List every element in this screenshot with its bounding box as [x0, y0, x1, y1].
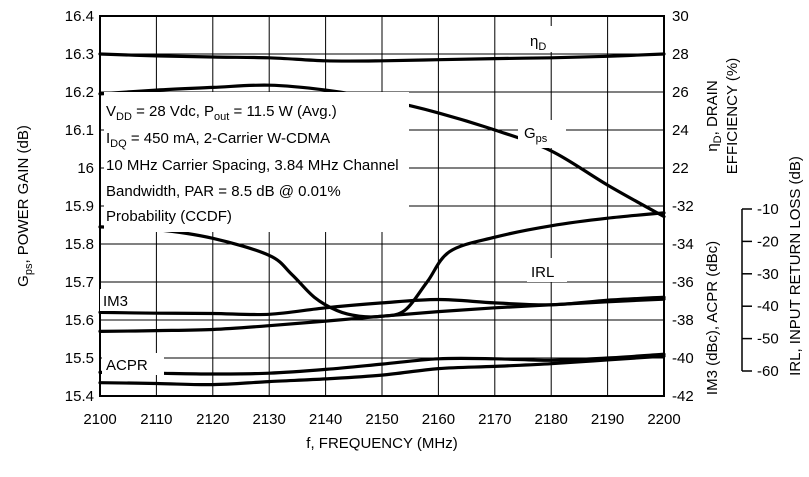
- x-tick-label: 2100: [83, 411, 116, 428]
- left-tick-label: 16: [77, 160, 94, 177]
- x-tick-label: 2130: [253, 411, 286, 428]
- irl-tick-label: -30: [757, 266, 779, 283]
- annotation-background: [104, 92, 409, 232]
- series-labels: ηD Gps IRL IM3 ACPR: [100, 26, 572, 375]
- left-tick-label: 15.8: [65, 236, 94, 253]
- irl-tick-label: -40: [757, 298, 779, 315]
- right-tick-label: -42: [672, 388, 694, 405]
- right-tick-label: -32: [672, 198, 694, 215]
- annotation-line-2: IDQ = 450 mA, 2-Carrier W-CDMA: [106, 130, 330, 150]
- annotation-line-3: 10 MHz Carrier Spacing, 3.84 MHz Channel: [106, 157, 399, 174]
- right-tick-label: 26: [672, 84, 689, 101]
- right-axis-title-im3-acpr: IM3 (dBc), ACPR (dBc): [704, 241, 721, 395]
- right-tick-label: -34: [672, 236, 694, 253]
- right-axis-title-efficiency-2: EFFICIENCY (%): [724, 58, 741, 174]
- left-tick-label: 16.3: [65, 46, 94, 63]
- label-acpr: ACPR: [106, 357, 148, 374]
- label-irl: IRL: [531, 264, 554, 281]
- acpr-upper-curve: [98, 352, 666, 376]
- x-tick-label: 2170: [478, 411, 511, 428]
- annotation-line-5: Probability (CCDF): [106, 208, 232, 225]
- label-drain-efficiency: ηD: [530, 33, 546, 53]
- x-tick-label: 2160: [422, 411, 455, 428]
- right-tick-label: -38: [672, 312, 694, 329]
- x-tick-label: 2140: [309, 411, 342, 428]
- acpr-lower-curve: [98, 354, 666, 387]
- condition-annotation: VDD = 28 Vdc, Pout = 11.5 W (Avg.) IDQ =…: [104, 92, 409, 232]
- left-tick-label: 15.7: [65, 274, 94, 291]
- right-axis-title-efficiency-1: ηD, DRAIN: [704, 80, 724, 151]
- x-tick-label: 2120: [196, 411, 229, 428]
- left-tick-label: 15.5: [65, 350, 94, 367]
- right-tick-label: 24: [672, 122, 689, 139]
- right-tick-label: 30: [672, 8, 689, 25]
- left-tick-label: 16.2: [65, 84, 94, 101]
- left-axis-title: Gps, POWER GAIN (dB): [15, 125, 35, 287]
- left-tick-label: 15.4: [65, 388, 94, 405]
- left-tick-label: 16.4: [65, 8, 94, 25]
- left-tick-label: 16.1: [65, 122, 94, 139]
- right-tick-label: 28: [672, 46, 689, 63]
- right-tick-label: -36: [672, 274, 694, 291]
- plot-frame: [99, 15, 665, 397]
- drain-efficiency-curve: [98, 52, 666, 63]
- left-tick-label: 15.9: [65, 198, 94, 215]
- x-tick-label: 2110: [140, 411, 172, 428]
- label-power-gain: Gps: [524, 125, 548, 145]
- x-axis-title: f, FREQUENCY (MHz): [306, 435, 457, 452]
- irl-axis: -10 -20 -30 -40 -50 -60: [741, 201, 779, 380]
- label-im3: IM3: [103, 293, 128, 310]
- irl-tick-label: -10: [757, 201, 779, 218]
- right-tick-label: -40: [672, 350, 694, 367]
- right-tick-label: 22: [672, 160, 689, 177]
- irl-tick-label: -60: [757, 363, 779, 380]
- im3-lower-curve: [98, 297, 666, 333]
- right-axis-title-irl: IRL, INPUT RETURN LOSS (dB): [787, 156, 804, 376]
- tick-labels: 2100 2110 2120 2130 2140 2150 2160 2170 2180 2190…: [65, 8, 694, 428]
- annotation-line-4: Bandwidth, PAR = 8.5 dB @ 0.01%: [106, 183, 341, 200]
- x-tick-label: 2150: [365, 411, 398, 428]
- x-tick-label: 2190: [591, 411, 624, 428]
- x-tick-label: 2180: [535, 411, 568, 428]
- irl-tick-label: -50: [757, 331, 779, 348]
- left-tick-label: 15.6: [65, 312, 94, 329]
- x-tick-label: 2200: [647, 411, 680, 428]
- irl-tick-label: -20: [757, 233, 779, 250]
- annotation-line-1: VDD = 28 Vdc, Pout = 11.5 W (Avg.): [106, 103, 337, 123]
